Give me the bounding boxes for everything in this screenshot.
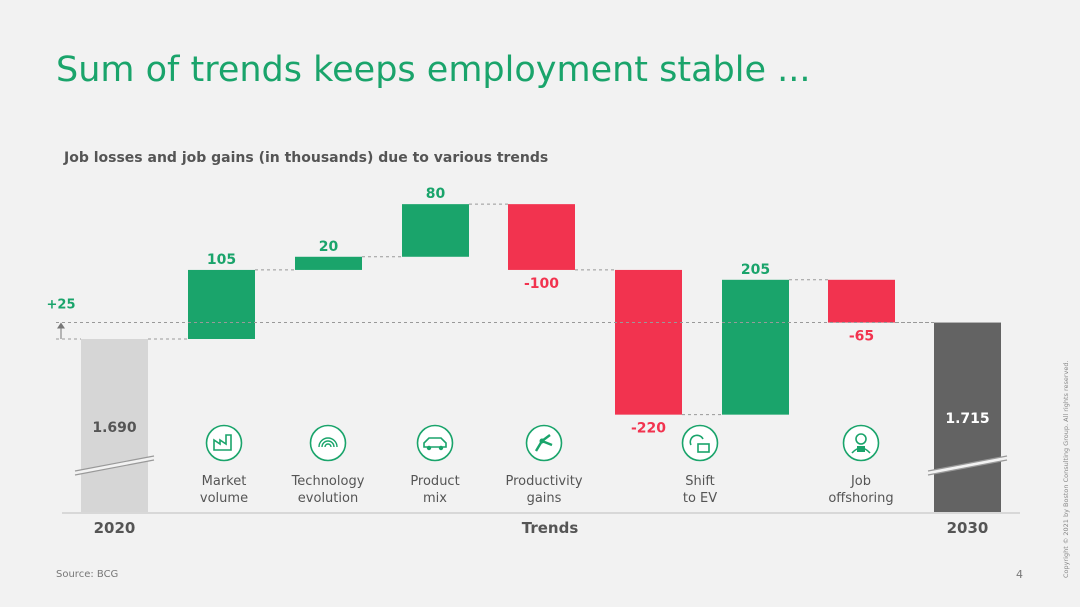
robot-arm-icon <box>525 424 563 462</box>
axis-break-line <box>74 459 155 476</box>
category-label-technology-evolution: Technology <box>291 474 365 489</box>
category-label-job-offshoring: offshoring <box>828 491 893 506</box>
bar-product-mix <box>402 204 469 257</box>
category-label-shift-to-ev: Shift <box>685 474 715 489</box>
bar-step-5 <box>615 269 682 415</box>
axis-break-line <box>927 455 1008 472</box>
bar-technology-evolution <box>295 256 362 270</box>
bar-shift-to-ev <box>722 279 789 415</box>
copyright-note: Copyright © 2021 by Boston Consulting Gr… <box>1062 360 1070 578</box>
factory-icon <box>205 424 243 462</box>
net-change-label: +25 <box>47 298 76 313</box>
bar-market-volume <box>188 269 255 339</box>
bar-2020 <box>81 339 148 512</box>
x-axis-title: Trends <box>522 519 579 537</box>
chart-subtitle: Job losses and job gains (in thousands) … <box>64 150 549 166</box>
category-label-product-mix: Product <box>410 474 459 489</box>
value-label-2020: 1.690 <box>92 420 137 436</box>
axis-break-2020 <box>75 456 154 475</box>
page-title: Sum of trends keeps employment stable ..… <box>56 50 811 90</box>
category-label-productivity-gains: Productivity <box>505 474 582 489</box>
value-label-2030: 1.715 <box>945 411 989 427</box>
category-label-product-mix: mix <box>423 491 447 506</box>
bar-productivity-gains <box>508 204 575 270</box>
ev-plug-icon <box>681 424 719 462</box>
axis-break-line <box>74 455 155 472</box>
bar-2030 <box>934 322 1001 512</box>
category-label-productivity-gains: gains <box>527 491 562 506</box>
page-number: 4 <box>1016 568 1023 581</box>
x-label-2020: 2020 <box>94 519 136 537</box>
net-change-arrowhead <box>57 322 65 329</box>
car-icon <box>416 424 454 462</box>
value-label-step-5: -220 <box>631 421 666 437</box>
value-label-productivity-gains: -100 <box>524 276 559 292</box>
x-label-2030: 2030 <box>947 519 989 537</box>
bar-job-offshoring <box>828 279 895 323</box>
axis-break-2030 <box>928 456 1007 475</box>
value-label-job-offshoring: -65 <box>849 329 874 345</box>
worker-icon <box>842 424 880 462</box>
value-label-product-mix: 80 <box>426 186 446 202</box>
category-label-technology-evolution: evolution <box>298 491 358 506</box>
category-label-market-volume: Market <box>202 474 247 489</box>
value-label-market-volume: 105 <box>207 252 236 268</box>
category-label-shift-to-ev: to EV <box>683 491 717 506</box>
category-label-market-volume: volume <box>200 491 248 506</box>
axis-break-line <box>927 459 1008 476</box>
value-label-shift-to-ev: 205 <box>741 262 770 278</box>
fingerprint-icon <box>309 424 347 462</box>
value-label-technology-evolution: 20 <box>319 239 339 255</box>
source-note: Source: BCG <box>56 569 119 580</box>
category-label-job-offshoring: Job <box>850 474 871 489</box>
